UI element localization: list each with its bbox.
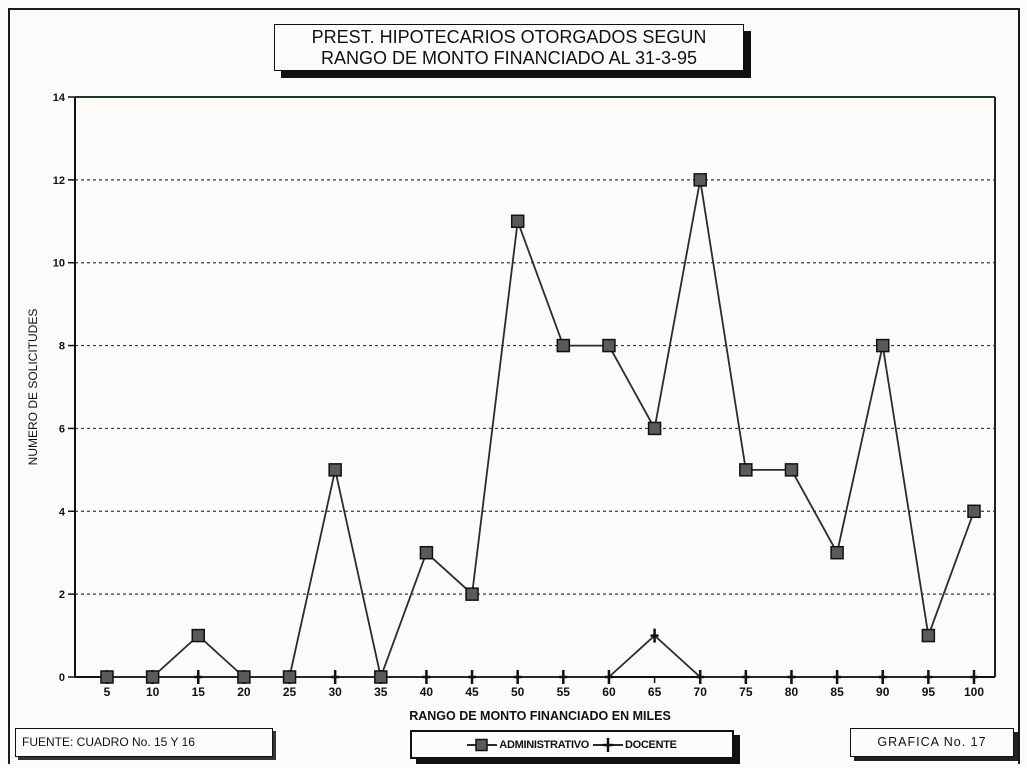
data-point-administrativo — [739, 463, 753, 477]
data-point-docente — [331, 670, 340, 684]
y-tick-label: 0 — [59, 672, 65, 684]
data-point-administrativo — [510, 214, 525, 229]
data-point-administrativo — [830, 545, 844, 560]
y-tick-label: 10 — [53, 258, 65, 270]
data-point-administrativo — [282, 670, 297, 684]
x-tick-label: 40 — [420, 685, 434, 699]
data-point-docente — [513, 670, 522, 684]
data-point-docente — [787, 670, 796, 684]
x-tick-label: 65 — [648, 685, 662, 699]
figure-frame — [8, 8, 1020, 764]
y-tick-label: 4 — [59, 506, 66, 518]
y-tick-label: 6 — [59, 423, 65, 435]
y-tick-label: 8 — [59, 341, 65, 353]
x-tick-label: 95 — [922, 685, 936, 699]
x-tick-label: 85 — [830, 685, 844, 699]
x-tick-label: 100 — [964, 685, 984, 699]
y-axis-label: NUMERO DE SOLICITUDES — [26, 309, 40, 466]
x-tick-label: 25 — [283, 685, 297, 699]
legend-square-marker-icon — [467, 738, 498, 751]
data-point-administrativo — [145, 670, 160, 684]
data-point-administrativo — [419, 545, 434, 560]
data-point-docente — [741, 670, 750, 684]
x-tick-label: 30 — [328, 685, 342, 699]
x-tick-label: 90 — [876, 685, 890, 699]
data-point-administrativo — [465, 587, 479, 601]
legend-plus-marker-icon — [593, 737, 623, 752]
x-tick-label: 5 — [104, 685, 111, 699]
x-tick-label: 55 — [557, 685, 571, 699]
series-line-administrativo — [107, 178, 975, 678]
data-point-docente — [604, 670, 613, 684]
x-axis-label: RANGO DE MONTO FINANCIADO EN MILES — [409, 709, 671, 723]
x-tick-label: 75 — [739, 685, 753, 699]
series-layer — [100, 173, 981, 684]
x-tick-label: 20 — [237, 685, 251, 699]
data-point-administrativo — [784, 463, 799, 477]
data-point-docente — [970, 670, 978, 684]
x-tick-label: 35 — [374, 685, 388, 699]
data-point-docente — [924, 670, 933, 684]
data-point-administrativo — [647, 421, 662, 436]
legend-label-docente: DOCENTE — [625, 738, 677, 751]
data-point-administrativo — [191, 628, 206, 643]
x-tick-label: 80 — [785, 685, 799, 699]
y-tick-label: 2 — [59, 589, 65, 601]
x-tick-label: 50 — [511, 685, 525, 699]
figure-number: GRAFICA No. 17 — [850, 728, 1014, 757]
data-point-docente — [194, 670, 203, 684]
data-point-administrativo — [374, 670, 388, 684]
legend-item-administrativo: ADMINISTRATIVO — [467, 738, 589, 752]
x-tick-label: 45 — [465, 685, 479, 699]
chart-title-line-2: RANGO DE MONTO FINANCIADO AL 31-3-95 — [320, 48, 698, 68]
legend-item-docente: DOCENTE — [593, 737, 677, 753]
data-point-docente — [696, 670, 705, 684]
data-point-docente — [468, 670, 477, 684]
x-tick-label: 70 — [694, 685, 708, 699]
data-point-administrativo — [967, 504, 981, 519]
data-point-docente — [559, 670, 568, 684]
legend-label-administrativo: ADMINISTRATIVO — [499, 738, 589, 751]
y-tick-label: 14 — [53, 92, 66, 104]
axes: 0 2 4 6 8 10 12 14 5 10 15 20 25 30 35 40 45 50 55 60 65 70 75… — [53, 92, 996, 699]
data-point-administrativo — [602, 338, 616, 353]
chart-title-line-1: PREST. HIPOTECARIOS OTORGADOS SEGUN — [311, 27, 707, 47]
x-tick-label: 15 — [192, 685, 206, 699]
gridlines — [75, 179, 995, 595]
chart-title-box: PREST. HIPOTECARIOS OTORGADOS SEGUN RANG… — [274, 24, 744, 71]
data-point-administrativo — [100, 670, 114, 684]
x-tick-label: 60 — [602, 685, 616, 699]
data-point-administrativo — [875, 338, 890, 353]
source-note: FUENTE: CUADRO No. 15 Y 16 — [15, 728, 273, 757]
data-point-docente — [878, 670, 887, 684]
data-point-docente — [422, 670, 431, 684]
data-point-administrativo — [328, 463, 342, 477]
data-point-administrativo — [556, 338, 571, 353]
y-tick-label: 12 — [53, 175, 65, 187]
data-point-administrativo — [921, 628, 936, 643]
data-point-administrativo — [237, 670, 251, 684]
x-tick-label: 10 — [146, 685, 160, 699]
data-point-docente — [650, 628, 659, 643]
data-point-docente — [833, 670, 842, 684]
data-point-administrativo — [693, 173, 707, 187]
legend: ADMINISTRATIVO DOCENTE — [410, 730, 734, 759]
